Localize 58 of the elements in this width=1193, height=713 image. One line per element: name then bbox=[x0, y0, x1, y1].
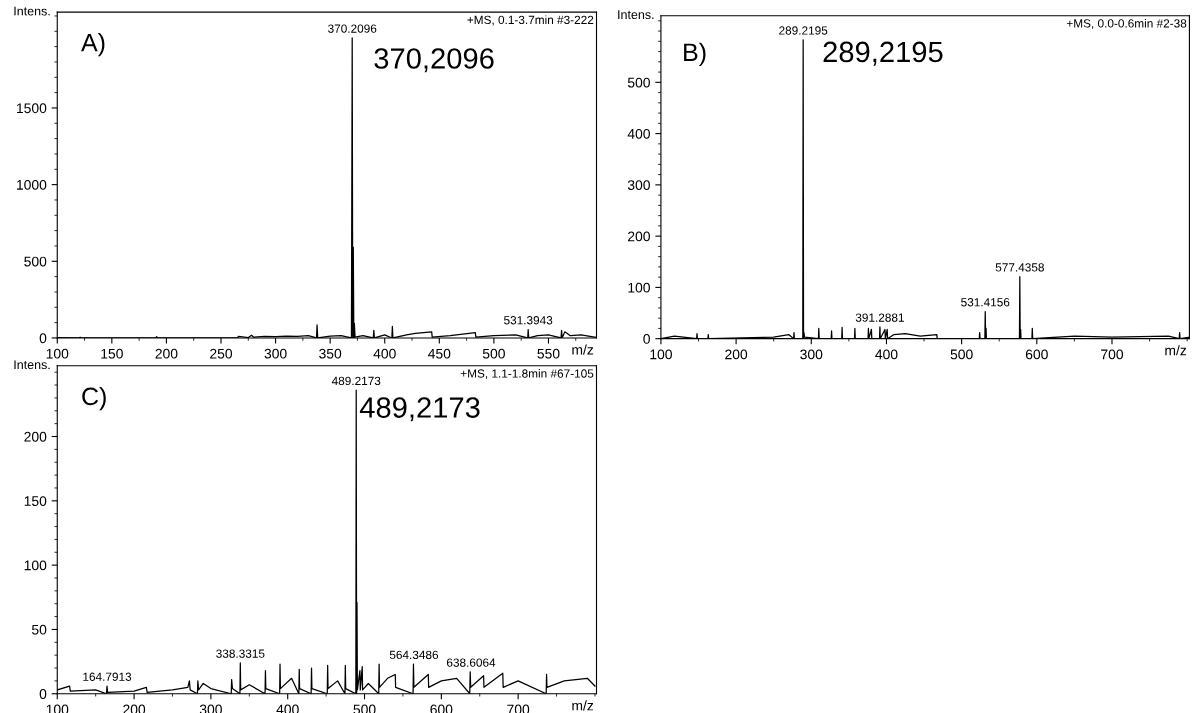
x-tick-label: 400 bbox=[373, 348, 396, 359]
annotation: 370.2096 bbox=[328, 24, 377, 33]
annotation: 489.2173 bbox=[331, 376, 381, 386]
y-tick-label: 200 bbox=[628, 231, 650, 242]
x-tick-label: 450 bbox=[428, 348, 451, 359]
annotation: 489,2173 bbox=[359, 397, 480, 422]
annotation: 289,2195 bbox=[823, 41, 943, 66]
annotation: 564.3486 bbox=[389, 650, 439, 660]
x-axis-title: m/z bbox=[1165, 345, 1187, 356]
annotation: 391.2881 bbox=[855, 313, 904, 322]
chart-subtitle: +MS, 0.1-3.7min #3-222 bbox=[467, 15, 594, 26]
annotation: C) bbox=[82, 386, 106, 411]
x-tick-label: 550 bbox=[537, 348, 560, 359]
chart-subtitle: +MS, 1.1-1.8min #67-105 bbox=[460, 369, 594, 380]
y-tick-label: 300 bbox=[627, 180, 650, 191]
y-axis-title: Intens. bbox=[14, 6, 50, 16]
y-tick-label: 150 bbox=[24, 496, 47, 506]
y-tick-label: 200 bbox=[24, 431, 47, 442]
annotation: A) bbox=[81, 33, 105, 57]
annotation: 577.4358 bbox=[995, 263, 1044, 272]
y-tick-label: 0 bbox=[39, 333, 47, 344]
x-tick-label: 700 bbox=[1101, 349, 1124, 360]
x-tick-label: 200 bbox=[725, 349, 748, 360]
annotation: B) bbox=[684, 42, 706, 67]
annotation: 370,2096 bbox=[374, 48, 494, 73]
annotation: 164.7913 bbox=[83, 672, 132, 681]
x-tick-label: 100 bbox=[46, 348, 69, 359]
y-tick-label: 100 bbox=[24, 560, 47, 571]
x-tick-label: 250 bbox=[210, 348, 233, 359]
y-tick-label: 400 bbox=[627, 128, 650, 139]
x-tick-label: 500 bbox=[950, 349, 973, 360]
x-tick-label: 150 bbox=[101, 348, 123, 359]
annotation: 338.3315 bbox=[216, 649, 265, 658]
y-tick-label: 1500 bbox=[17, 103, 47, 114]
x-tick-label: 400 bbox=[875, 349, 898, 360]
chart-subtitle: +MS, 0.0-0.6min #2-38 bbox=[1066, 18, 1187, 29]
x-axis-title: m/z bbox=[572, 700, 594, 711]
y-tick-label: 1000 bbox=[17, 179, 47, 190]
x-tick-label: 200 bbox=[155, 348, 178, 359]
y-tick-label: 500 bbox=[627, 77, 650, 88]
x-tick-label: 300 bbox=[800, 349, 823, 360]
x-axis-title: m/z bbox=[572, 344, 594, 355]
y-axis-title: Intens. bbox=[14, 360, 50, 370]
annotation: 638.6064 bbox=[446, 658, 496, 667]
y-tick-label: 100 bbox=[628, 282, 650, 293]
x-tick-label: 100 bbox=[650, 349, 672, 360]
annotation: 531.3943 bbox=[504, 316, 553, 325]
y-tick-label: 50 bbox=[31, 624, 47, 635]
x-tick-label: 600 bbox=[1025, 349, 1048, 360]
y-tick-label: 500 bbox=[24, 256, 47, 267]
x-tick-label: 500 bbox=[482, 348, 505, 359]
y-axis-title: Intens. bbox=[618, 10, 654, 20]
y-tick-label: 0 bbox=[643, 334, 650, 344]
y-tick-label: 0 bbox=[39, 689, 47, 699]
annotation: 531.4156 bbox=[961, 298, 1010, 307]
x-tick-label: 300 bbox=[264, 348, 287, 359]
x-tick-label: 350 bbox=[319, 348, 342, 359]
annotation: 289.2195 bbox=[779, 26, 828, 35]
